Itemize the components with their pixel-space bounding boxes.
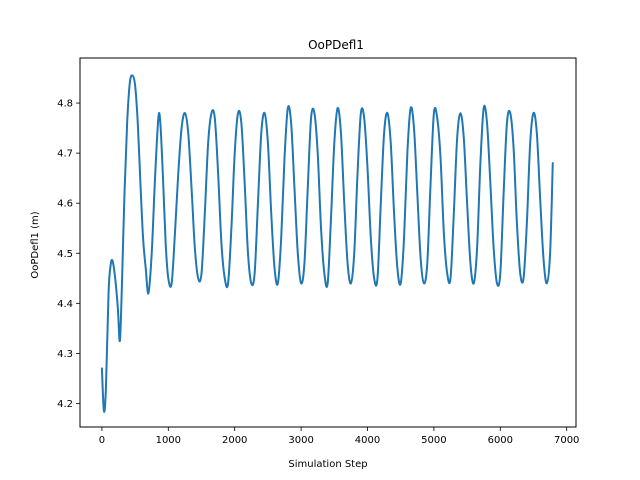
x-axis-label: Simulation Step xyxy=(288,459,367,470)
y-tick-label: 4.4 xyxy=(57,299,73,310)
x-axis-ticks: 0 1000 2000 3000 4000 5000 6000 7000 xyxy=(99,427,579,446)
y-tick-label: 4.5 xyxy=(57,249,73,260)
y-tick-label: 4.2 xyxy=(57,399,73,410)
y-tick-label: 4.8 xyxy=(57,99,73,110)
x-tick-label: 0 xyxy=(99,435,105,446)
y-tick-label: 4.3 xyxy=(57,349,73,360)
series-line xyxy=(100,74,554,413)
x-tick-label: 7000 xyxy=(554,435,579,446)
x-tick-label: 6000 xyxy=(488,435,513,446)
y-tick-label: 4.6 xyxy=(57,199,73,210)
x-tick-label: 1000 xyxy=(156,435,181,446)
chart-title: OoPDefl1 xyxy=(308,38,364,52)
x-tick-label: 3000 xyxy=(288,435,313,446)
y-axis-ticks: 4.2 4.3 4.4 4.5 4.6 4.7 4.8 xyxy=(57,99,80,410)
axes-frame xyxy=(79,57,577,428)
x-tick-label: 2000 xyxy=(222,435,247,446)
y-axis-label: OoPDefl1 (m) xyxy=(30,211,41,278)
x-tick-label: 4000 xyxy=(355,435,380,446)
x-tick-label: 5000 xyxy=(421,435,446,446)
y-tick-label: 4.7 xyxy=(57,149,73,160)
